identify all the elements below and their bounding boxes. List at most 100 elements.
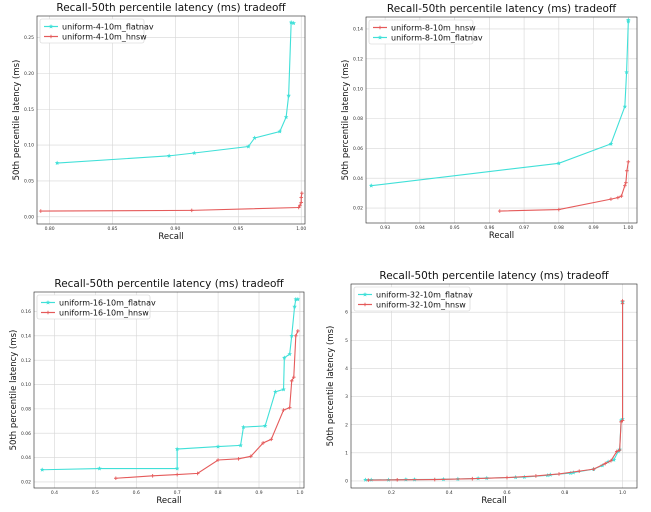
p2-data-point <box>624 69 629 75</box>
p2-data-point <box>616 195 620 200</box>
p3-y-tick-label: 0.10 <box>21 382 31 388</box>
p4-data-point <box>620 418 625 423</box>
p1-series-line-1 <box>57 21 294 164</box>
p4-y-tick-label: 3 <box>345 394 348 400</box>
p1-plot-frame <box>36 15 306 225</box>
p3-legend-marker-2 <box>46 310 50 315</box>
p3-data-point <box>296 329 300 333</box>
p2-y-tick-label: 0.10 <box>353 86 363 92</box>
p3-legend-label-2: uniform-16-10m_hnsw <box>59 308 149 317</box>
p3-y-tick-label: 0.08 <box>21 406 31 412</box>
p4-x-tick-label: 0.4 <box>446 490 453 496</box>
p1-data-point <box>252 135 257 140</box>
p3-x-tick-label: 0.8 <box>215 490 222 496</box>
p4-data-point <box>534 474 538 478</box>
p2-x-tick-label: 0.94 <box>415 225 425 231</box>
p4-data-point <box>577 469 582 473</box>
p4-y-tick-label: 6 <box>345 310 348 316</box>
p3-data-point <box>273 389 278 394</box>
p2-data-point <box>556 160 562 166</box>
p1-data-point <box>299 195 304 200</box>
p1-data-point <box>291 20 296 26</box>
p2-data-point <box>626 19 631 24</box>
p3-data-point <box>150 474 155 478</box>
p3-data-point <box>289 379 294 383</box>
p3-series-line-1 <box>42 298 298 471</box>
p2-data-point <box>619 194 624 198</box>
p3-data-point <box>287 351 292 357</box>
p3-legend <box>36 294 151 320</box>
p1-x-axis-label: Recall <box>158 232 183 242</box>
p4-y-tick-label: 2 <box>345 422 348 428</box>
p2-x-tick-label: 0.99 <box>589 225 599 231</box>
p2-data-point <box>626 159 631 164</box>
p1-chart-title: Recall-50th percentile latency (ms) trad… <box>56 2 286 14</box>
p3-x-tick-label: 0.6 <box>133 490 140 496</box>
p3-data-point <box>236 456 241 461</box>
p2-y-tick-label: 0.06 <box>353 146 363 152</box>
p2-y-tick-label: 0.14 <box>353 27 363 33</box>
p4-data-point <box>591 467 596 471</box>
p2-data-point <box>622 104 628 109</box>
p4-x-tick-label: 1.0 <box>619 490 626 496</box>
p4-x-axis-label: Recall <box>481 496 506 506</box>
p2-legend-marker-2 <box>377 35 383 40</box>
p1-x-tick-label: 0.90 <box>170 226 180 232</box>
p2-series-line-1 <box>499 161 629 212</box>
p4-data-point <box>363 477 368 482</box>
p1-x-tick-label: 1.00 <box>296 226 306 232</box>
p4-data-point <box>432 477 437 482</box>
p3-y-tick-label: 0.06 <box>21 431 31 437</box>
p2-x-tick-label: 1.00 <box>623 225 633 231</box>
p1-data-point <box>189 208 194 213</box>
p2-data-point <box>368 183 374 188</box>
p2-chart-title: Recall-50th percentile latency (ms) trad… <box>387 3 617 15</box>
p4-x-tick-label: 0.8 <box>561 490 568 496</box>
p4-x-tick-label: 0.6 <box>503 490 510 496</box>
p1-legend-marker-1 <box>48 24 54 29</box>
p2-x-tick-label: 0.93 <box>380 225 390 231</box>
p1-y-tick-label: 0.25 <box>24 35 34 41</box>
p1-x-tick-label: 0.80 <box>45 226 55 232</box>
p4-y-tick-label: 1 <box>345 450 348 456</box>
p2-legend <box>368 19 474 45</box>
p1-y-tick-label: 0.05 <box>24 179 34 185</box>
p1-data-point <box>166 153 172 158</box>
p4-data-point <box>609 458 613 463</box>
p3-data-point <box>295 296 301 302</box>
p3-data-point <box>282 355 287 360</box>
chart-panel-1: Recall-50th percentile latency (ms) trad… <box>12 2 306 242</box>
p1-y-tick-label: 0.15 <box>24 107 34 113</box>
p3-data-point <box>175 472 179 477</box>
p4-data-point <box>395 478 400 482</box>
p2-legend-label-2: uniform-8-10m_flatnav <box>391 33 483 42</box>
p3-x-tick-label: 0.9 <box>255 490 262 496</box>
p4-legend <box>353 286 471 312</box>
p2-plot-frame <box>365 16 638 224</box>
p4-data-point <box>366 478 371 482</box>
p3-y-tick-label: 0.04 <box>21 455 31 461</box>
p3-y-tick-label: 0.02 <box>21 480 31 486</box>
p1-data-point <box>246 144 251 149</box>
p3-x-tick-label: 0.4 <box>51 490 58 496</box>
p2-data-point <box>626 17 631 22</box>
p3-data-point <box>292 304 297 309</box>
p4-y-tick-label: 4 <box>345 366 348 372</box>
p3-data-point <box>281 386 286 392</box>
p2-data-point <box>623 183 627 188</box>
p4-plot-frame <box>350 283 638 489</box>
p2-x-tick-label: 0.95 <box>450 225 460 231</box>
p4-data-point <box>603 461 608 466</box>
p1-y-tick-label: 0.10 <box>24 143 34 149</box>
p1-legend-label-2: uniform-4-10m_hnsw <box>62 32 147 41</box>
p3-x-axis-label: Recall <box>156 496 181 506</box>
p1-x-tick-label: 0.85 <box>107 226 117 232</box>
p4-series-line-1 <box>365 302 624 481</box>
p1-legend-label-1: uniform-4-10m_flatnav <box>62 22 154 31</box>
p1-legend-marker-2 <box>49 34 53 39</box>
p1-y-tick-label: 0.20 <box>24 71 34 77</box>
chart-panel-4: Recall-50th percentile latency (ms) trad… <box>326 270 638 506</box>
p2-data-point <box>624 180 628 185</box>
p2-y-tick-label: 0.02 <box>353 206 363 212</box>
